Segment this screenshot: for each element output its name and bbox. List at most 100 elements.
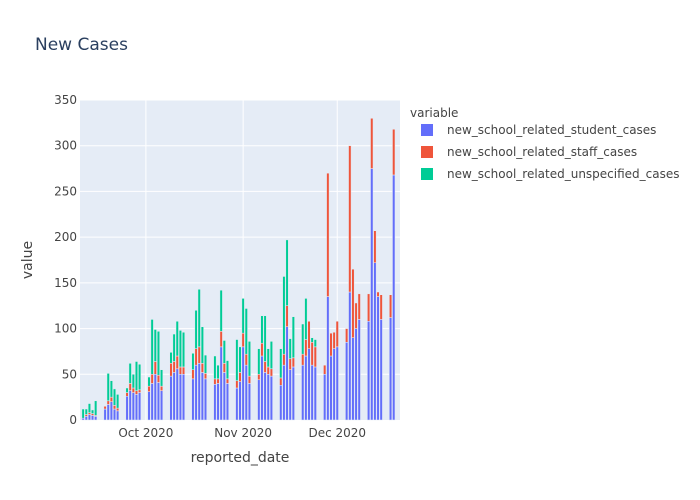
bar-new-school-related-student-cases	[197, 363, 201, 421]
bar-new-school-related-unspecified-cases	[175, 321, 179, 357]
bar-new-school-related-unspecified-cases	[263, 315, 267, 362]
bar-new-school-related-student-cases	[87, 414, 91, 421]
bar-new-school-related-unspecified-cases	[128, 363, 132, 384]
bar-new-school-related-student-cases	[125, 395, 129, 421]
legend-swatch	[421, 168, 433, 180]
bar-new-school-related-unspecified-cases	[134, 361, 138, 391]
bar-new-school-related-staff-cases	[182, 366, 186, 375]
bar-new-school-related-staff-cases	[335, 321, 339, 348]
bar-new-school-related-student-cases	[269, 375, 273, 421]
bar-new-school-related-student-cases	[131, 392, 135, 421]
bar-new-school-related-unspecified-cases	[247, 341, 251, 377]
bar-new-school-related-staff-cases	[150, 374, 154, 384]
bar-new-school-related-student-cases	[138, 392, 142, 421]
bar-new-school-related-unspecified-cases	[81, 408, 85, 419]
bar-new-school-related-unspecified-cases	[106, 373, 110, 402]
bar-new-school-related-staff-cases	[222, 363, 226, 373]
bar-new-school-related-staff-cases	[197, 346, 201, 364]
bar-new-school-related-unspecified-cases	[291, 316, 295, 359]
y-tick-label: 300	[54, 139, 77, 153]
bar-new-school-related-student-cases	[178, 374, 182, 421]
bar-new-school-related-student-cases	[238, 381, 242, 421]
bar-new-school-related-staff-cases	[351, 268, 355, 338]
legend-swatch	[421, 146, 433, 158]
bar-new-school-related-unspecified-cases	[213, 355, 217, 380]
bar-new-school-related-staff-cases	[172, 361, 176, 373]
bar-new-school-related-staff-cases	[175, 355, 179, 370]
bar-new-school-related-student-cases	[81, 417, 85, 421]
bar-new-school-related-unspecified-cases	[150, 319, 154, 375]
bar-new-school-related-unspecified-cases	[191, 353, 195, 370]
bar-new-school-related-student-cases	[113, 408, 117, 421]
y-tick-label: 250	[54, 184, 77, 198]
bar-new-school-related-unspecified-cases	[160, 369, 164, 387]
bar-new-school-related-staff-cases	[87, 412, 91, 415]
bar-new-school-related-student-cases	[373, 262, 377, 421]
bar-new-school-related-student-cases	[285, 326, 289, 421]
bar-new-school-related-unspecified-cases	[304, 298, 308, 340]
bar-new-school-related-student-cases	[351, 337, 355, 421]
bar-new-school-related-student-cases	[389, 317, 393, 421]
bar-new-school-related-student-cases	[370, 168, 374, 421]
bar-new-school-related-staff-cases	[285, 305, 289, 327]
bar-new-school-related-unspecified-cases	[310, 337, 314, 343]
bar-new-school-related-unspecified-cases	[109, 380, 113, 398]
bar-new-school-related-staff-cases	[354, 302, 358, 329]
bar-new-school-related-staff-cases	[367, 293, 371, 322]
bar-new-school-related-student-cases	[213, 384, 217, 421]
bar-new-school-related-student-cases	[84, 416, 88, 421]
bar-new-school-related-staff-cases	[257, 374, 261, 381]
bar-new-school-related-student-cases	[335, 346, 339, 421]
bar-new-school-related-student-cases	[216, 383, 220, 421]
bar-new-school-related-student-cases	[147, 391, 151, 421]
y-tick-label: 200	[54, 230, 77, 244]
bar-new-school-related-staff-cases	[169, 363, 173, 377]
bar-new-school-related-student-cases	[222, 372, 226, 421]
bar-new-school-related-student-cases	[313, 366, 317, 421]
bar-new-school-related-student-cases	[367, 321, 371, 421]
x-axis-title: reported_date	[191, 450, 290, 466]
bar-new-school-related-student-cases	[332, 348, 336, 421]
y-tick-label: 0	[69, 413, 77, 427]
bar-new-school-related-unspecified-cases	[178, 330, 182, 368]
bar-new-school-related-student-cases	[182, 374, 186, 421]
bar-new-school-related-unspecified-cases	[203, 354, 207, 374]
legend-items: new_school_related_student_cases new_scho…	[421, 123, 680, 181]
bar-new-school-related-unspecified-cases	[257, 348, 261, 375]
bar-new-school-related-student-cases	[194, 364, 198, 421]
bar-new-school-related-staff-cases	[244, 353, 248, 366]
bar-new-school-related-student-cases	[266, 374, 270, 421]
bar-new-school-related-student-cases	[203, 378, 207, 421]
bar-new-school-related-unspecified-cases	[279, 348, 283, 379]
legend-swatch	[421, 124, 433, 136]
bar-new-school-related-student-cases	[160, 390, 164, 421]
legend: variable new_school_related_student_case…	[410, 106, 680, 181]
bar-new-school-related-student-cases	[282, 364, 286, 421]
y-tick-label: 150	[54, 276, 77, 290]
bar-new-school-related-staff-cases	[326, 172, 330, 297]
bar-new-school-related-student-cases	[150, 383, 154, 421]
bar-new-school-related-unspecified-cases	[222, 340, 226, 364]
bar-new-school-related-staff-cases	[128, 383, 132, 391]
bar-new-school-related-staff-cases	[392, 129, 396, 176]
bar-new-school-related-staff-cases	[200, 363, 204, 373]
bar-new-school-related-student-cases	[379, 319, 383, 421]
bar-new-school-related-staff-cases	[269, 368, 273, 377]
bar-new-school-related-unspecified-cases	[194, 310, 198, 349]
bar-new-school-related-student-cases	[260, 355, 264, 421]
bar-new-school-related-staff-cases	[106, 400, 110, 405]
bar-new-school-related-staff-cases	[213, 378, 217, 385]
bar-new-school-related-staff-cases	[323, 364, 327, 375]
bar-new-school-related-unspecified-cases	[260, 315, 264, 344]
bar-new-school-related-student-cases	[263, 372, 267, 421]
bar-new-school-related-student-cases	[257, 379, 261, 421]
bar-new-school-related-staff-cases	[304, 339, 308, 357]
bar-new-school-related-unspecified-cases	[235, 339, 239, 381]
legend-title: variable	[410, 106, 458, 120]
bar-new-school-related-staff-cases	[160, 385, 164, 391]
bar-new-school-related-staff-cases	[203, 373, 207, 380]
bar-new-school-related-student-cases	[191, 378, 195, 421]
bar-new-school-related-student-cases	[128, 390, 132, 421]
bar-new-school-related-staff-cases	[282, 353, 286, 366]
bar-new-school-related-unspecified-cases	[266, 348, 270, 368]
